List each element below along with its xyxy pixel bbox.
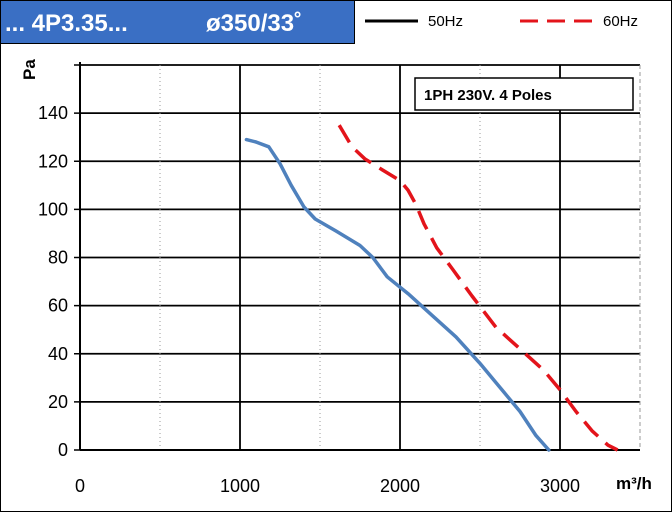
series-line-50hz (244, 137, 551, 452)
annotation-text: 1PH 230V. 4 Poles (424, 87, 552, 104)
y-tick-label: 120 (38, 151, 68, 171)
x-tick-label: 1000 (220, 476, 260, 496)
y-tick-label: 140 (38, 103, 68, 123)
x-axis-label: m³/h (616, 474, 652, 493)
y-tick-label: 60 (48, 296, 68, 316)
legend-label-50hz: 50Hz (428, 13, 463, 30)
y-tick-label: 40 (48, 344, 68, 364)
y-tick-label: 20 (48, 392, 68, 412)
y-axis-label: Pa (20, 59, 39, 80)
series-line-60hz (337, 124, 619, 452)
x-tick-label: 0 (75, 476, 85, 496)
legend-label-60hz: 60Hz (603, 13, 638, 30)
y-tick-label: 0 (58, 440, 68, 460)
series (244, 124, 619, 452)
chart-title-size: ø350/33˚ (206, 10, 303, 37)
grid (80, 64, 641, 450)
x-tick-label: 2000 (380, 476, 420, 496)
axes (74, 62, 640, 451)
title-bar: ... 4P3.35... ø350/33˚ (0, 0, 355, 44)
labels: 0 20 40 60 80 100 120 140 0 1000 2000 3000 (38, 103, 580, 496)
y-tick-label: 80 (48, 248, 68, 268)
y-tick-label: 100 (38, 199, 68, 219)
x-tick-label: 3000 (540, 476, 580, 496)
annotation-box (414, 77, 634, 111)
chart-title-model: ... 4P3.35... (5, 10, 128, 37)
